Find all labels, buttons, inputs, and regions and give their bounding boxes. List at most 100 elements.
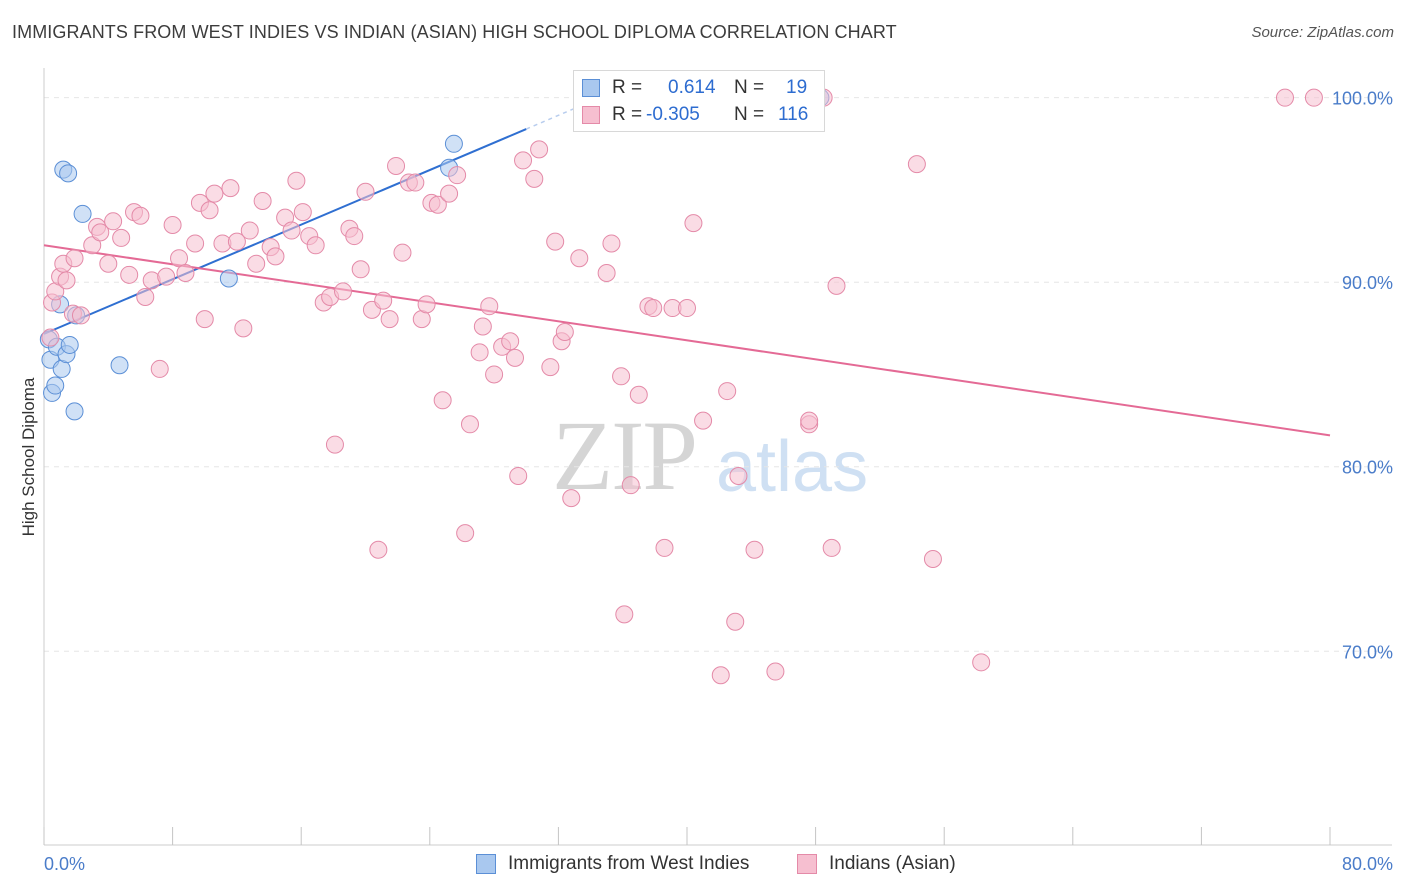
legend-r-value: 0.614 — [668, 77, 716, 98]
point-indians — [136, 287, 155, 306]
x-tick-label: 0.0% — [44, 854, 85, 874]
point-indians — [530, 140, 549, 159]
point-indians — [1275, 88, 1294, 107]
point-west-indies — [73, 204, 92, 223]
series-legend: Immigrants from West Indies Indians (Asi… — [0, 852, 1406, 878]
point-indians — [221, 179, 240, 198]
trendline-indians — [43, 244, 1331, 437]
point-indians — [157, 267, 176, 286]
point-indians — [972, 653, 991, 672]
point-indians — [546, 232, 565, 251]
point-indians — [150, 359, 169, 378]
point-indians — [694, 411, 713, 430]
point-indians — [227, 232, 246, 251]
point-indians — [448, 166, 467, 185]
point-indians — [428, 195, 447, 214]
point-west-indies — [59, 164, 78, 183]
point-indians — [41, 328, 60, 347]
data-points — [39, 88, 1323, 685]
point-indians — [65, 249, 84, 268]
point-indians — [163, 216, 182, 234]
point-indians — [509, 466, 528, 485]
point-indians — [827, 276, 846, 295]
point-indians — [473, 317, 492, 336]
point-indians — [293, 203, 312, 222]
point-indians — [678, 299, 696, 318]
point-indians — [333, 282, 352, 301]
legend-n-label: N = — [734, 104, 765, 125]
point-indians — [71, 306, 90, 325]
point-indians — [325, 435, 344, 454]
point-indians — [287, 171, 306, 190]
legend-r-label: R = — [612, 77, 643, 98]
point-indians — [176, 263, 195, 282]
point-indians — [684, 214, 703, 233]
point-indians — [247, 254, 266, 273]
legend-label-west-indies: Immigrants from West Indies — [508, 853, 750, 874]
point-west-indies — [60, 335, 79, 354]
legend-swatch-west-indies — [476, 854, 496, 874]
point-indians — [629, 385, 648, 404]
point-indians — [282, 221, 301, 240]
point-west-indies — [65, 402, 84, 421]
point-indians — [923, 549, 942, 568]
point-indians — [562, 489, 581, 508]
point-indians — [655, 538, 674, 557]
point-indians — [602, 234, 621, 253]
point-indians — [485, 365, 504, 384]
legend-label-indians: Indians (Asian) — [829, 853, 956, 874]
point-indians — [57, 271, 76, 290]
watermark-atlas: atlas — [716, 427, 869, 507]
point-indians — [195, 310, 214, 329]
point-indians — [200, 201, 219, 220]
point-indians — [456, 524, 475, 543]
y-tick-label: 90.0% — [1342, 273, 1393, 293]
point-indians — [514, 151, 533, 170]
legend-swatch-indians — [797, 854, 817, 874]
point-indians — [745, 540, 764, 559]
x-tick-label: 80.0% — [1342, 854, 1393, 874]
point-indians — [729, 466, 748, 485]
point-indians — [470, 343, 489, 362]
point-indians — [387, 156, 406, 175]
point-indians — [460, 415, 479, 434]
legend-n-value: 116 — [778, 104, 809, 125]
y-tick-label: 80.0% — [1342, 458, 1393, 478]
point-west-indies — [444, 134, 463, 153]
point-indians — [541, 358, 560, 377]
chart-source: Source: ZipAtlas.com — [1251, 24, 1394, 41]
legend-n-value: 19 — [786, 77, 808, 98]
point-indians — [253, 192, 272, 211]
point-indians — [555, 323, 574, 342]
legend-n-label: N = — [734, 77, 765, 98]
point-indians — [112, 228, 131, 247]
point-indians — [800, 411, 819, 430]
y-tick-label: 100.0% — [1332, 89, 1393, 109]
trend-lines — [43, 104, 1331, 437]
point-indians — [570, 249, 589, 268]
tick-labels: 70.0% 80.0% 90.0% 100.0% 0.0% 80.0% High Schoo… — [19, 89, 1393, 874]
point-indians — [644, 299, 663, 318]
axes — [43, 68, 1392, 846]
point-indians — [99, 254, 118, 273]
point-indians — [440, 184, 459, 203]
y-tick-label: 70.0% — [1342, 642, 1393, 662]
point-indians — [480, 297, 499, 316]
legend-swatch-indians — [582, 106, 600, 124]
legend-r-label: R = — [612, 104, 643, 125]
chart-title: IMMIGRANTS FROM WEST INDIES VS INDIAN (A… — [12, 22, 897, 42]
point-indians — [505, 348, 524, 367]
point-indians — [205, 184, 224, 203]
point-indians — [726, 612, 745, 631]
correlation-legend: R = 0.614 N = 19 R = -0.305 N = 116 — [573, 70, 825, 132]
point-indians — [393, 243, 412, 262]
point-indians — [240, 221, 259, 240]
point-indians — [406, 173, 425, 192]
point-indians — [501, 332, 520, 351]
point-indians — [433, 391, 452, 410]
legend-swatch-west-indies — [582, 79, 600, 97]
y-axis-label: High School Diploma — [19, 377, 38, 536]
point-west-indies — [110, 356, 129, 375]
grid-lines — [44, 97, 1392, 652]
